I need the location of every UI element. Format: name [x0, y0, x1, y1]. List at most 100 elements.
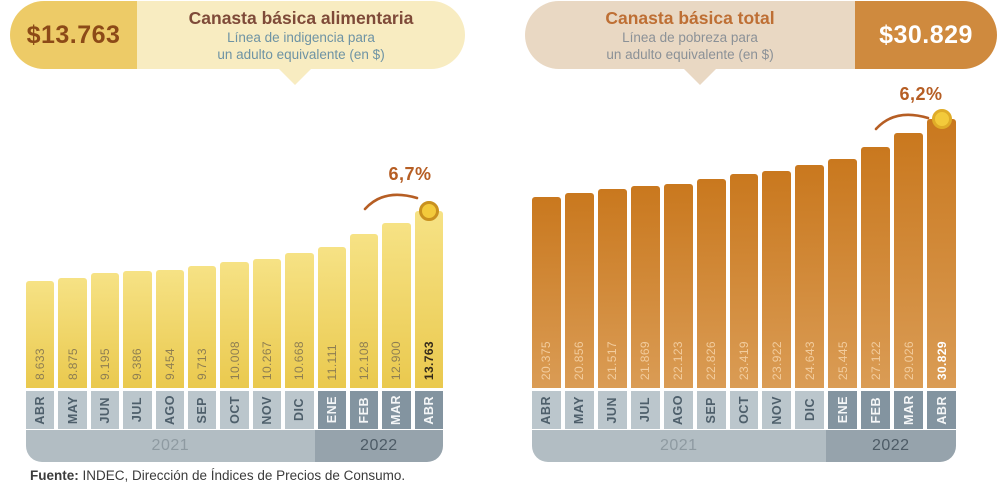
bar: 24.643: [795, 165, 825, 388]
bar: 25.445: [828, 159, 858, 388]
month-cell: NOV: [762, 391, 792, 429]
bar-value-label: 24.643: [802, 340, 817, 380]
month-label: OCT: [736, 396, 751, 424]
header-pointer: [684, 69, 716, 85]
month-cell: ABR: [532, 391, 561, 429]
month-strip: ABR MAY JUN JUL AGO SEP OCT NOV DIC ENE FEB MAR ABR: [26, 391, 444, 429]
bar-value-label: 27.122: [868, 340, 883, 380]
bar-value-label: 23.419: [736, 340, 751, 380]
bar: 9.454: [155, 269, 184, 388]
curved-arrow-icon: [363, 193, 419, 211]
bar: 20.856: [564, 193, 594, 388]
bar: 11.111: [317, 247, 346, 388]
highlight-marker: [931, 109, 952, 129]
month-label: ABR: [934, 395, 949, 425]
chart-subtitle-line1: Línea de pobreza para: [622, 30, 758, 45]
year-label: 2021: [659, 437, 698, 454]
bar: 12.108: [349, 233, 379, 388]
month-cell: FEB: [861, 391, 891, 429]
month-cell: ABR: [26, 391, 55, 429]
bar-value-label: 9.195: [97, 347, 112, 380]
bar: 9.195: [90, 273, 120, 388]
bar: 10.267: [252, 258, 282, 388]
bar-value-label: 30.829: [934, 340, 949, 380]
month-cell: JUN: [597, 391, 627, 429]
bar-value-label: 21.517: [605, 340, 620, 380]
header-value-box: $13.763: [10, 1, 137, 69]
month-label: FEB: [357, 396, 372, 424]
bar: 10.668: [285, 253, 314, 388]
month-cell: ENE: [317, 391, 346, 429]
source-label: Fuente:: [30, 468, 79, 483]
month-cell: DIC: [285, 391, 314, 429]
bar-value-label: 12.108: [357, 340, 372, 380]
year-label: 2022: [871, 437, 910, 454]
year-label: 2022: [360, 437, 398, 454]
source-text: INDEC, Dirección de Índices de Precios d…: [78, 468, 406, 483]
month-label: SEP: [704, 396, 719, 424]
chart-title: Canasta básica alimentaria: [188, 8, 414, 28]
month-label: JUL: [638, 397, 653, 423]
bar: 8.875: [58, 277, 87, 388]
month-label: MAY: [572, 395, 587, 425]
month-cell: SEP: [187, 391, 217, 429]
header-pointer: [279, 69, 311, 85]
bars: 20.375 20.856 21.517 21.869 22.123 22.826 23.4…: [532, 109, 956, 388]
curved-arrow-icon: [874, 113, 930, 131]
month-cell: MAY: [564, 391, 594, 429]
bar-value-label: 10.008: [227, 340, 242, 380]
year-band: 2021 2022: [26, 430, 443, 462]
month-label: ABR: [33, 395, 48, 425]
month-cell: JUN: [90, 391, 120, 429]
bar: 21.869: [630, 185, 660, 388]
month-label: MAY: [65, 395, 80, 425]
month-label: JUL: [130, 397, 145, 423]
year-band: 2021 2022: [532, 430, 956, 462]
month-label: OCT: [227, 396, 242, 424]
percent-annotation: 6,7%: [363, 164, 442, 212]
percent-label: 6,7%: [388, 164, 432, 184]
bar-chart-alimentaria: 6,7% 8.633 8.875 9.195 9.386 9.454 9.713 10.00…: [26, 0, 444, 462]
month-cell: SEP: [696, 391, 726, 429]
bar: 22.826: [696, 178, 726, 388]
month-cell: MAY: [58, 391, 87, 429]
bar-value-label: 9.386: [130, 347, 145, 380]
header-canasta-total: Canasta básica total Línea de pobreza pa…: [525, 1, 997, 69]
bar-value-label: 21.869: [638, 340, 653, 380]
bar-value-label: 9.454: [162, 347, 177, 380]
latest-value: $30.829: [879, 20, 973, 49]
bar-value-label: 22.826: [704, 340, 719, 380]
year-label: 2021: [151, 437, 190, 454]
month-cell: OCT: [220, 391, 249, 429]
month-cell: MAR: [382, 391, 411, 429]
bar: 9.386: [123, 270, 152, 388]
bar: 30.829: [927, 109, 956, 388]
bar: 29.026: [894, 132, 924, 388]
month-label: DIC: [292, 398, 307, 422]
bar: 10.008: [220, 262, 249, 388]
year-segment-2021: 2021: [26, 430, 315, 462]
month-label: MAR: [389, 395, 404, 425]
bar-value-label: 23.922: [769, 340, 784, 380]
bar-value-label: 9.713: [195, 347, 210, 380]
bar-value-label: 10.668: [292, 340, 307, 380]
bar-value-label: 8.633: [33, 347, 48, 380]
bar-value-label: 8.875: [65, 347, 80, 380]
percent-label: 6,2%: [899, 84, 943, 104]
year-segment-2022: 2022: [314, 430, 443, 462]
highlight-marker: [418, 201, 439, 221]
month-label: AGO: [671, 395, 686, 425]
month-label: MAR: [901, 395, 916, 425]
chart-subtitle-line1: Línea de indigencia para: [227, 30, 375, 45]
bar-chart-total: 6,2% 20.375 20.856 21.517 21.869 22.123 22.82…: [532, 0, 956, 462]
latest-value: $13.763: [26, 20, 121, 49]
month-cell: AGO: [663, 391, 693, 429]
bar: 8.633: [26, 281, 55, 388]
month-cell: JUL: [630, 391, 660, 429]
month-label: DIC: [802, 398, 817, 422]
month-cell: DIC: [795, 391, 825, 429]
month-cell: ABR: [414, 391, 444, 429]
bar: 9.713: [187, 266, 217, 388]
bar-value-label: 25.445: [835, 340, 850, 380]
